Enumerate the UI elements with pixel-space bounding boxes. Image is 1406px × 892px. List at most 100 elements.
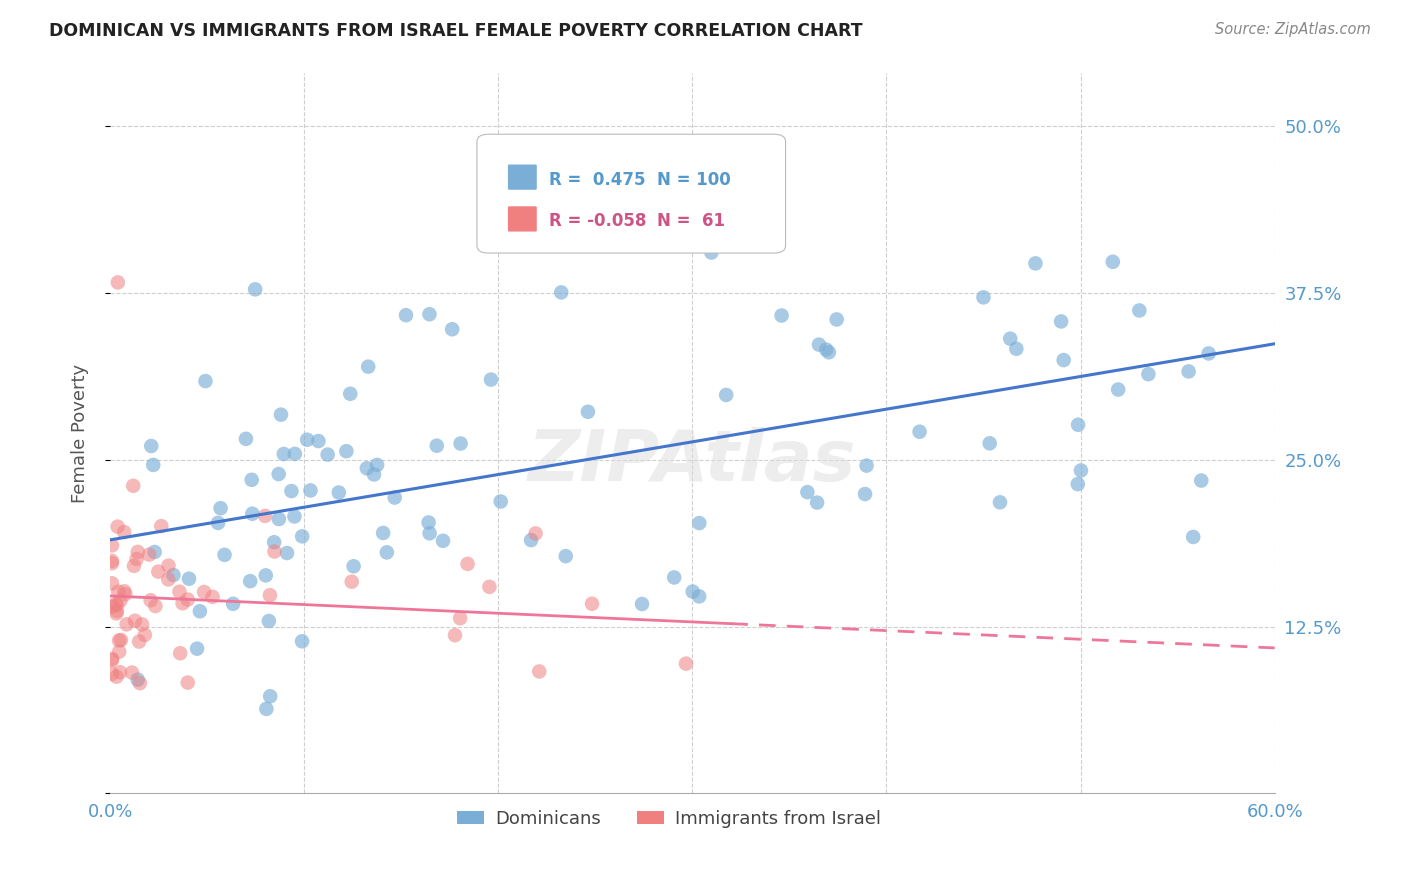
Point bbox=[1000, 332, 1022, 346]
Point bbox=[335, 444, 357, 458]
Point bbox=[1198, 346, 1220, 360]
Point bbox=[343, 559, 366, 574]
Point bbox=[169, 646, 191, 660]
Point bbox=[101, 576, 124, 591]
Point bbox=[150, 519, 173, 533]
Point bbox=[529, 665, 551, 679]
Point bbox=[825, 312, 848, 326]
Point bbox=[254, 702, 277, 716]
Point bbox=[240, 507, 263, 521]
Point bbox=[295, 433, 318, 447]
Point bbox=[186, 641, 208, 656]
Point bbox=[177, 675, 200, 690]
Point bbox=[1182, 530, 1205, 544]
Point bbox=[128, 634, 150, 648]
Point bbox=[273, 447, 295, 461]
Point bbox=[853, 487, 876, 501]
Point bbox=[664, 570, 686, 584]
Text: N = 100: N = 100 bbox=[658, 170, 731, 188]
Point bbox=[623, 179, 645, 194]
Point bbox=[101, 556, 124, 570]
Point bbox=[375, 545, 398, 559]
Legend: Dominicans, Immigrants from Israel: Dominicans, Immigrants from Israel bbox=[450, 802, 889, 835]
Point bbox=[426, 439, 449, 453]
Point bbox=[524, 526, 547, 541]
Point bbox=[105, 670, 128, 684]
Point bbox=[209, 501, 232, 516]
Text: R = -0.058: R = -0.058 bbox=[550, 212, 647, 230]
Point bbox=[114, 587, 136, 601]
Point bbox=[101, 653, 124, 667]
Point bbox=[681, 199, 703, 213]
Point bbox=[554, 549, 576, 563]
Point bbox=[143, 545, 166, 559]
Point bbox=[418, 516, 440, 530]
Point bbox=[131, 617, 153, 632]
Point bbox=[855, 458, 877, 473]
FancyBboxPatch shape bbox=[508, 205, 537, 232]
Point bbox=[267, 512, 290, 526]
Point bbox=[283, 509, 305, 524]
Point bbox=[908, 425, 931, 439]
Point bbox=[307, 434, 329, 448]
Point bbox=[1189, 474, 1212, 488]
Point bbox=[550, 285, 572, 300]
Point bbox=[138, 548, 160, 562]
Point bbox=[188, 604, 211, 618]
FancyBboxPatch shape bbox=[477, 134, 786, 253]
Point bbox=[395, 308, 418, 322]
Point bbox=[688, 590, 710, 604]
Point bbox=[384, 491, 406, 505]
Point bbox=[145, 599, 167, 613]
Point bbox=[675, 657, 697, 671]
Point bbox=[259, 588, 281, 602]
Point bbox=[1024, 256, 1046, 270]
Point bbox=[1050, 314, 1073, 328]
Point bbox=[235, 432, 257, 446]
Point bbox=[357, 359, 380, 374]
Point bbox=[576, 405, 599, 419]
Point bbox=[101, 599, 124, 614]
Point bbox=[177, 592, 200, 607]
Point bbox=[101, 666, 124, 681]
Point bbox=[363, 467, 385, 482]
Point bbox=[207, 516, 229, 530]
Point bbox=[682, 584, 704, 599]
Text: N =  61: N = 61 bbox=[658, 212, 725, 230]
Point bbox=[1070, 463, 1092, 477]
Point bbox=[134, 628, 156, 642]
Point bbox=[479, 373, 502, 387]
Point bbox=[157, 558, 180, 573]
Point bbox=[104, 597, 127, 611]
Point bbox=[489, 494, 512, 508]
Point bbox=[1053, 353, 1076, 368]
Point bbox=[201, 590, 224, 604]
Point bbox=[263, 535, 285, 549]
FancyBboxPatch shape bbox=[508, 164, 537, 191]
Point bbox=[148, 565, 170, 579]
Point bbox=[101, 652, 124, 666]
Point bbox=[478, 580, 501, 594]
Point bbox=[240, 473, 263, 487]
Point bbox=[806, 495, 828, 509]
Point bbox=[122, 479, 145, 493]
Point bbox=[280, 484, 302, 499]
Point bbox=[449, 611, 471, 625]
Point bbox=[128, 676, 150, 690]
Text: Source: ZipAtlas.com: Source: ZipAtlas.com bbox=[1215, 22, 1371, 37]
Point bbox=[172, 596, 194, 610]
Point bbox=[107, 276, 129, 290]
Point bbox=[270, 408, 292, 422]
Point bbox=[108, 645, 131, 659]
Point bbox=[101, 538, 124, 552]
Point bbox=[110, 633, 132, 648]
Point bbox=[267, 467, 290, 481]
Point bbox=[1107, 383, 1129, 397]
Point bbox=[259, 690, 281, 704]
Point bbox=[121, 665, 143, 680]
Point bbox=[222, 597, 245, 611]
Point bbox=[520, 533, 543, 548]
Point bbox=[254, 508, 277, 523]
Point bbox=[243, 282, 266, 296]
Point bbox=[284, 447, 307, 461]
